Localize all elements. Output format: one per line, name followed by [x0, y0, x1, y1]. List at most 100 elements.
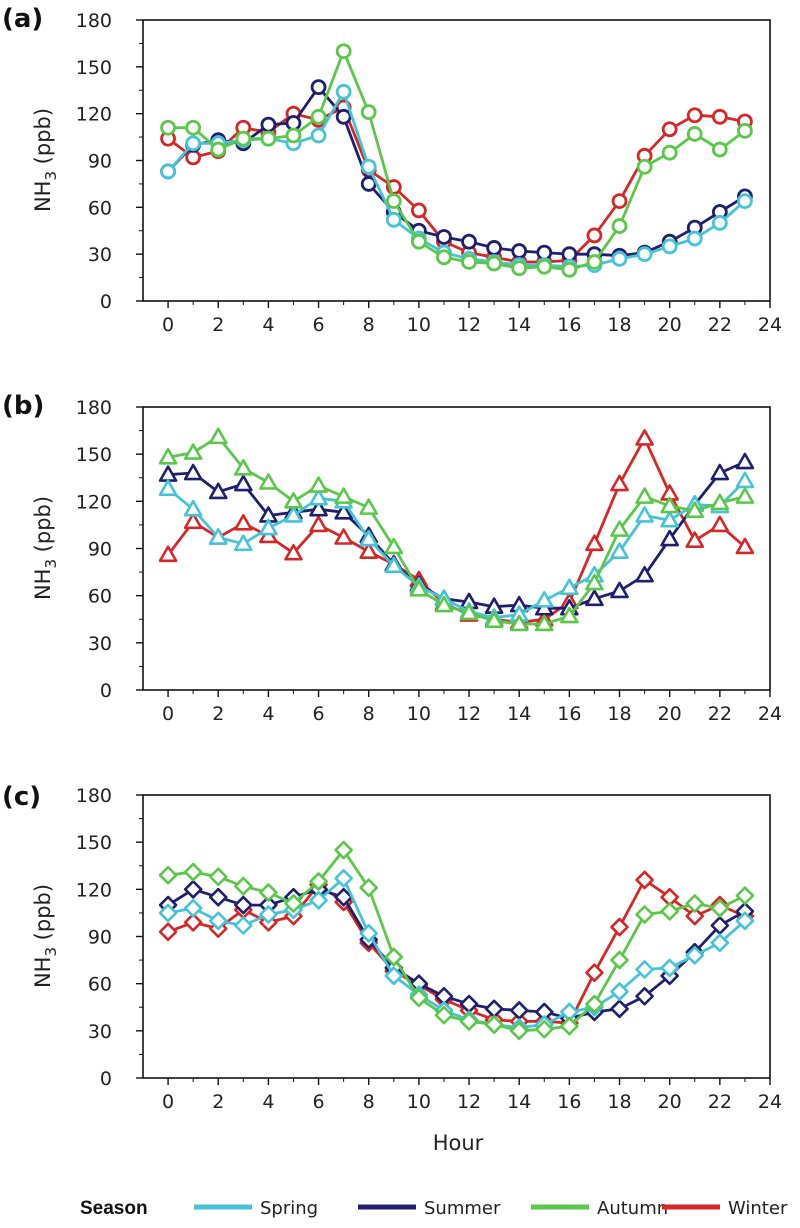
data-point: [260, 116, 277, 133]
data-point: [309, 872, 328, 891]
data-point: [359, 878, 379, 898]
data-point: [183, 880, 203, 899]
data-point: [284, 492, 303, 509]
x-tick-label: 0: [162, 314, 174, 336]
data-point: [459, 603, 479, 621]
y-tick-label: 60: [88, 974, 112, 996]
data-point: [384, 966, 404, 986]
y-tick-label: 60: [88, 586, 112, 608]
data-point: [610, 581, 629, 599]
x-tick-label: 16: [557, 314, 581, 336]
data-point: [560, 1016, 579, 1036]
data-point: [434, 595, 454, 613]
legend-item: Winter: [662, 1198, 788, 1219]
data-point: [685, 531, 705, 548]
legend-label: Autumn: [597, 1198, 668, 1219]
legend: Season Spring Summer Autumn Winter: [80, 1198, 788, 1219]
data-point: [234, 459, 253, 476]
x-tick-label: 14: [507, 314, 531, 336]
y-tick-label: 120: [76, 104, 112, 126]
data-point: [285, 127, 302, 144]
data-point: [434, 1005, 454, 1025]
data-point: [711, 108, 728, 125]
x-tick-label: 24: [758, 703, 782, 725]
data-point: [686, 107, 703, 124]
x-tick-label: 18: [607, 1091, 631, 1113]
data-point: [208, 482, 228, 500]
data-point: [160, 163, 176, 180]
y-tick-label: 60: [88, 197, 112, 219]
y-tick-label: 30: [88, 1021, 112, 1043]
y-axis-title: NH3 (ppb): [31, 884, 60, 988]
y-tick-label: 30: [88, 633, 112, 655]
x-axis-title: Hour: [433, 1131, 484, 1155]
x-tick-label: 12: [457, 703, 481, 725]
data-point: [686, 126, 703, 142]
data-point: [259, 518, 278, 536]
x-tick-label: 18: [607, 314, 631, 336]
data-point: [711, 141, 728, 158]
data-point: [436, 229, 452, 245]
data-point: [208, 911, 228, 931]
data-point: [309, 515, 328, 533]
legend-item: Summer: [358, 1198, 501, 1219]
data-point: [737, 193, 753, 209]
data-point: [636, 246, 653, 263]
data-point: [610, 520, 629, 537]
y-tick-label: 90: [88, 151, 112, 173]
data-point: [710, 493, 730, 511]
x-tick-label: 14: [507, 1091, 531, 1113]
data-point: [484, 999, 504, 1019]
data-point: [359, 529, 379, 547]
data-point: [208, 867, 228, 887]
data-point: [735, 487, 755, 504]
data-point: [585, 589, 604, 607]
data-point: [259, 473, 278, 490]
x-tick-label: 6: [313, 1091, 325, 1113]
data-point: [410, 202, 427, 219]
data-point: [511, 243, 528, 259]
x-tick-label: 24: [758, 1091, 782, 1113]
data-point: [611, 193, 628, 209]
data-point: [183, 913, 203, 932]
x-tick-label: 24: [758, 314, 782, 336]
data-point: [208, 887, 228, 907]
data-point: [436, 249, 452, 266]
y-tick-label: 150: [76, 444, 112, 466]
data-point: [385, 211, 402, 228]
x-tick-label: 4: [262, 703, 274, 725]
data-point: [536, 258, 553, 275]
data-point: [208, 528, 228, 545]
data-point: [735, 911, 755, 931]
data-point: [284, 506, 303, 523]
data-point: [461, 233, 477, 250]
data-point: [585, 534, 604, 552]
data-point: [183, 463, 203, 481]
data-point: [685, 894, 705, 913]
data-point: [234, 534, 253, 552]
x-tick-label: 8: [363, 703, 375, 725]
data-point: [285, 115, 302, 131]
data-point: [710, 515, 730, 533]
data-point: [735, 537, 755, 555]
x-tick-label: 16: [557, 1091, 581, 1113]
x-tick-label: 8: [363, 314, 375, 336]
data-point: [234, 916, 253, 935]
data-point: [635, 870, 654, 890]
data-point: [183, 512, 203, 530]
data-point: [486, 255, 503, 272]
legend-label: Spring: [260, 1198, 318, 1219]
legend-item: Spring: [194, 1198, 318, 1219]
data-point: [284, 894, 303, 913]
data-point: [260, 130, 277, 147]
y-tick-label: 90: [88, 927, 112, 949]
y-tick-label: 0: [100, 680, 112, 702]
data-point: [660, 529, 679, 547]
series-line: [166, 436, 746, 624]
data-point: [461, 254, 477, 270]
x-tick-label: 22: [708, 314, 732, 336]
data-point: [610, 999, 629, 1019]
y-tick-label: 180: [76, 397, 112, 419]
data-point: [410, 233, 427, 250]
